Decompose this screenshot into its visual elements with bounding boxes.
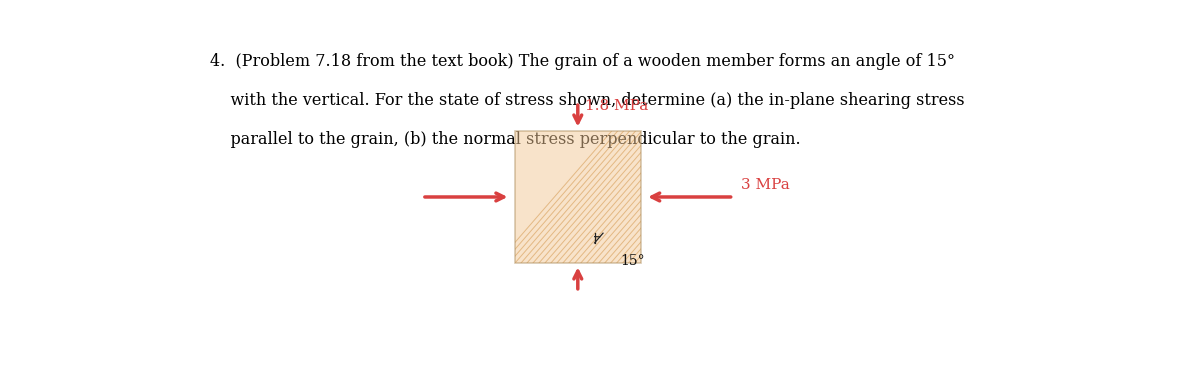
Bar <box>515 131 641 263</box>
Text: parallel to the grain, (b) the normal stress perpendicular to the grain.: parallel to the grain, (b) the normal st… <box>210 131 802 148</box>
Text: 15°: 15° <box>620 254 646 269</box>
Text: 4.  (Problem 7.18 from the text book) The grain of a wooden member forms an angl: 4. (Problem 7.18 from the text book) The… <box>210 53 955 70</box>
Text: 1.8 MPa: 1.8 MPa <box>586 99 648 113</box>
Text: 3 MPa: 3 MPa <box>742 179 790 192</box>
Text: with the vertical. For the state of stress shown, determine (a) the in-plane she: with the vertical. For the state of stre… <box>210 92 965 109</box>
